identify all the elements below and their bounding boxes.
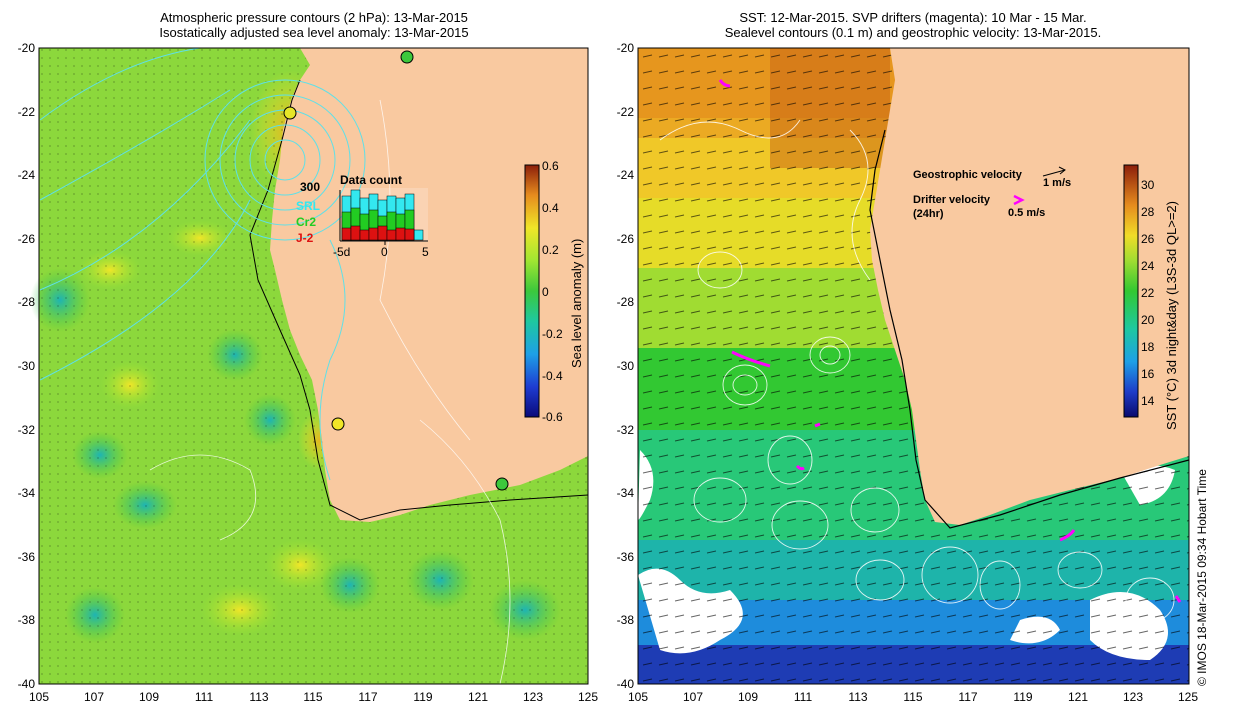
right-y-tick: -36	[616, 550, 634, 564]
left-colorbar-tick: 0.4	[542, 201, 559, 215]
left-x-tick: 109	[138, 690, 160, 704]
series-cr2-label: Cr2	[296, 215, 317, 229]
right-x-tick: 115	[903, 690, 923, 704]
right-y-tick: -26	[616, 232, 634, 246]
right-y-tick: -34	[616, 486, 634, 500]
left-x-tick: 121	[467, 690, 489, 704]
drifter-legend-label: Drifter velocity	[913, 194, 991, 206]
geostrophic-legend-scale: 1 m/s	[1043, 177, 1072, 189]
left-map	[30, 47, 589, 685]
left-y-tick: -34	[17, 486, 35, 500]
right-x-tick: 119	[1013, 690, 1033, 704]
right-x-tick: 111	[793, 690, 813, 704]
left-colorbar-tick: 0	[542, 285, 549, 299]
left-colorbar-tick: 0.6	[542, 159, 559, 173]
left-y-tick: -24	[17, 168, 35, 182]
left-x-tick: 105	[28, 690, 50, 704]
inset-x-tick: 5	[422, 245, 429, 259]
data-count-title: Data count	[340, 173, 403, 187]
left-x-tick: 117	[358, 690, 378, 704]
drifter-tracks	[718, 79, 1182, 603]
right-y-tick: -20	[616, 41, 634, 55]
sealevel-contours	[659, 119, 1175, 623]
right-colorbar-tick: 16	[1141, 367, 1155, 381]
left-y-tick: -28	[17, 295, 35, 309]
left-colorbar-tick: -0.6	[542, 410, 563, 424]
left-y-tick: -22	[17, 105, 35, 119]
left-y-tick: -26	[17, 232, 35, 246]
left-colorbar-tick: 0.2	[542, 243, 559, 257]
left-colorbar-label: Sea level anomaly (m)	[569, 238, 584, 368]
right-colorbar-tick: 28	[1141, 205, 1155, 219]
left-colorbar	[524, 164, 540, 418]
left-y-tick: -32	[17, 423, 35, 437]
left-x-tick: 113	[249, 690, 269, 704]
right-y-tick: -30	[616, 359, 634, 373]
right-x-tick: 105	[627, 690, 649, 704]
pressure-contours	[39, 47, 366, 481]
right-title-line2: Sealevel contours (0.1 m) and geostrophi…	[724, 25, 1102, 40]
right-colorbar-tick: 20	[1141, 313, 1155, 327]
left-x-tick: 119	[413, 690, 433, 704]
left-x-tick: 111	[194, 690, 214, 704]
right-colorbar-tick: 30	[1141, 178, 1155, 192]
right-colorbar-tick: 26	[1141, 232, 1155, 246]
left-x-tick: 125	[577, 690, 599, 704]
right-x-tick: 121	[1067, 690, 1089, 704]
series-j2-label: J-2	[296, 231, 314, 245]
left-x-tick: 115	[303, 690, 323, 704]
right-y-tick: -38	[616, 613, 634, 627]
right-y-tick: -32	[616, 423, 634, 437]
inset-x-tick: 0	[381, 245, 388, 259]
right-x-tick: 125	[1177, 690, 1199, 704]
histogram-bars	[341, 189, 424, 241]
left-colorbar-tick: -0.4	[542, 369, 563, 383]
right-colorbar-label: SST (°C) 3d night&day (L3S-3d QL>=2)	[1164, 201, 1179, 430]
right-y-tick: -28	[616, 295, 634, 309]
left-y-tick: -20	[17, 41, 35, 55]
left-title-line2: Isostatically adjusted sea level anomaly…	[159, 25, 469, 40]
right-map	[637, 47, 1190, 685]
left-y-tick: -38	[17, 613, 35, 627]
right-x-tick: 113	[848, 690, 868, 704]
data-count-inset	[339, 188, 428, 245]
right-x-tick: 109	[737, 690, 759, 704]
drifter-legend-label-2: (24hr)	[913, 208, 944, 220]
left-x-tick: 107	[83, 690, 105, 704]
left-title-line1: Atmospheric pressure contours (2 hPa): 1…	[160, 10, 468, 25]
left-y-tick: -36	[17, 550, 35, 564]
right-y-tick: -40	[616, 677, 634, 691]
right-colorbar-tick: 22	[1141, 286, 1155, 300]
drifter-legend-scale: 0.5 m/s	[1008, 207, 1046, 219]
right-colorbar	[1123, 164, 1139, 418]
right-colorbar-tick: 18	[1141, 340, 1155, 354]
right-x-tick: 117	[958, 690, 978, 704]
left-colorbar-tick: -0.2	[542, 327, 563, 341]
right-australia-land	[870, 48, 1189, 525]
series-srl-label: SRL	[296, 199, 320, 213]
right-y-tick: -24	[616, 168, 634, 182]
right-colorbar-tick: 14	[1141, 394, 1155, 408]
inset-x-tick: -5d	[333, 245, 351, 259]
right-x-tick: 107	[682, 690, 704, 704]
velocity-legend	[1013, 166, 1066, 206]
geostrophic-legend-label: Geostrophic velocity	[913, 169, 1022, 181]
imos-credit: © IMOS 18-Mar-2015 09:34 Hobart Time	[1195, 469, 1209, 686]
left-y-tick: -30	[17, 359, 35, 373]
right-title-line1: SST: 12-Mar-2015. SVP drifters (magenta)…	[739, 10, 1087, 25]
right-colorbar-tick: 24	[1141, 259, 1155, 273]
right-x-tick: 123	[1122, 690, 1144, 704]
right-y-tick: -22	[616, 105, 634, 119]
left-y-tick: -40	[17, 677, 35, 691]
left-x-tick: 123	[522, 690, 544, 704]
data-count-max: 300	[300, 180, 321, 194]
